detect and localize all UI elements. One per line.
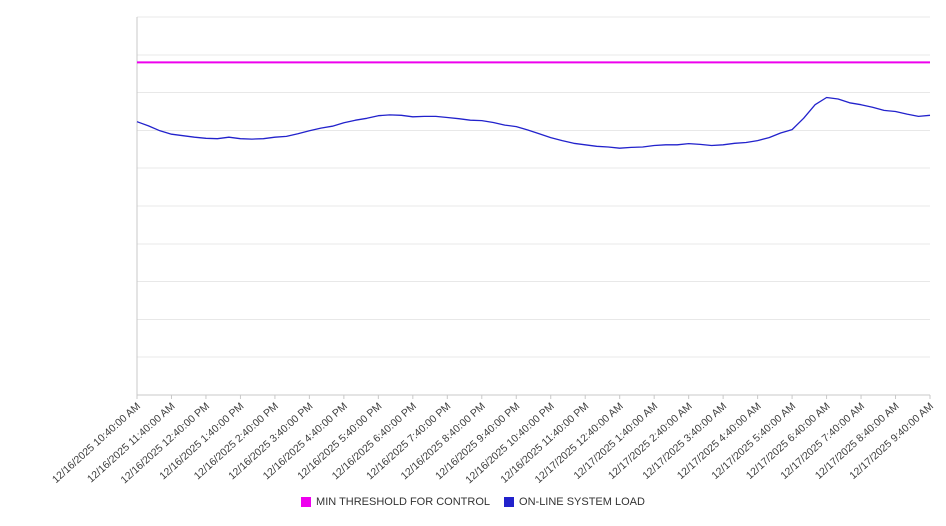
legend-label-online-load: ON-LINE SYSTEM LOAD — [519, 496, 645, 508]
legend-label-min-threshold: MIN THRESHOLD FOR CONTROL — [316, 496, 491, 508]
chart-legend: MIN THRESHOLD FOR CONTROL ON-LINE SYSTEM… — [0, 496, 946, 508]
legend-swatch-min-threshold — [301, 497, 312, 507]
legend-swatch-online-load — [504, 497, 515, 507]
legend-item-min-threshold[interactable]: MIN THRESHOLD FOR CONTROL — [301, 496, 490, 508]
legend-item-online-load[interactable]: ON-LINE SYSTEM LOAD — [504, 496, 645, 508]
load-series-line — [136, 96, 931, 149]
